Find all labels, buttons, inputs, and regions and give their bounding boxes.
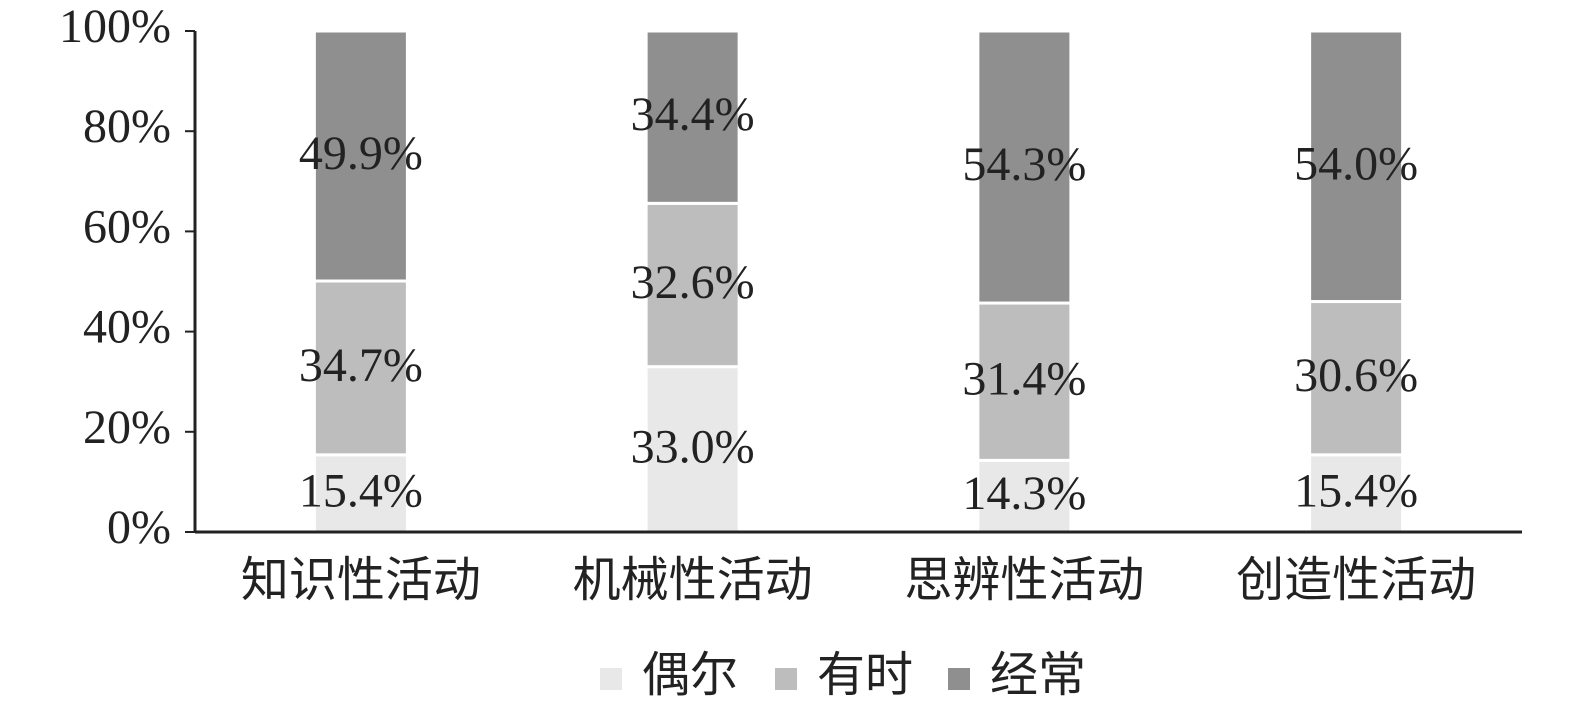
data-label: 31.4% xyxy=(962,353,1086,406)
bar-segment xyxy=(312,279,409,457)
legend-label: 经常 xyxy=(990,649,1086,702)
x-tick-label: 创造性活动 xyxy=(1236,554,1476,607)
x-tick-label: 思辨性活动 xyxy=(904,554,1144,607)
legend-label: 有时 xyxy=(817,649,913,702)
y-tick-label: 80% xyxy=(83,100,171,153)
legend-swatch xyxy=(600,668,622,690)
data-label: 54.0% xyxy=(1294,137,1418,190)
y-tick-label: 20% xyxy=(83,401,171,454)
y-tick-label: 100% xyxy=(59,0,171,53)
data-label: 34.7% xyxy=(299,339,423,392)
data-label: 32.6% xyxy=(631,256,755,309)
data-label: 34.4% xyxy=(631,88,755,141)
bar-segment xyxy=(312,29,409,283)
bar-segment xyxy=(644,201,741,369)
bar-segment xyxy=(644,29,741,205)
y-tick-label: 0% xyxy=(107,501,171,554)
data-label: 15.4% xyxy=(299,464,423,517)
data-label: 30.6% xyxy=(1294,349,1418,402)
bar-segment xyxy=(976,458,1073,534)
data-label: 15.4% xyxy=(1294,464,1418,517)
data-label: 54.3% xyxy=(962,138,1086,191)
x-tick-label: 机械性活动 xyxy=(573,554,813,607)
y-tick-label: 40% xyxy=(83,301,171,354)
bar-segment xyxy=(976,301,1073,462)
bar-segment xyxy=(1308,300,1405,457)
data-label: 33.0% xyxy=(631,420,755,473)
bar-segment xyxy=(1308,453,1405,534)
x-tick-label: 知识性活动 xyxy=(241,554,481,607)
legend-swatch xyxy=(948,668,970,690)
data-label: 49.9% xyxy=(299,127,423,180)
bar-segment xyxy=(1308,29,1405,304)
data-label: 14.3% xyxy=(962,467,1086,520)
bar-segment xyxy=(976,29,1073,305)
y-tick-label: 60% xyxy=(83,200,171,253)
legend-swatch xyxy=(775,668,797,690)
legend-label: 偶尔 xyxy=(642,649,738,702)
